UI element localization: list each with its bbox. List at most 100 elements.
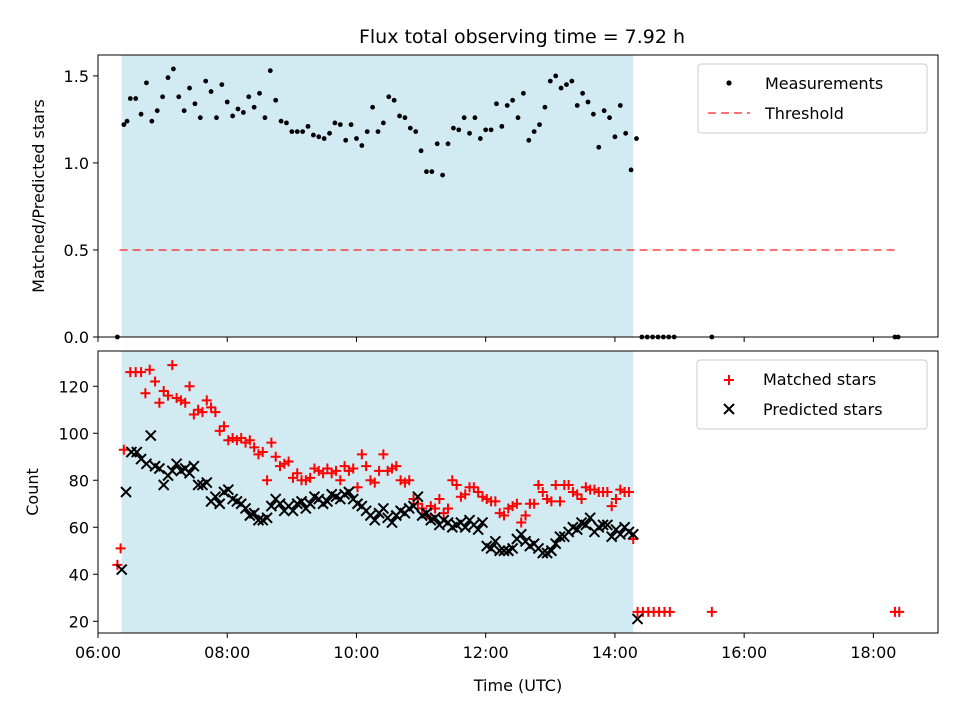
- predicted-star-point: [537, 547, 549, 559]
- predicted-star-point: [597, 519, 609, 531]
- matched-star-point: [378, 449, 389, 460]
- predicted-star-point: [222, 483, 235, 496]
- measurement-point: [375, 129, 381, 134]
- matched-star-point: [894, 606, 905, 617]
- measurement-point: [310, 132, 316, 138]
- matched-star-point: [434, 494, 445, 505]
- matched-star-point: [391, 461, 402, 472]
- predicted-star-point: [115, 563, 128, 576]
- measurement-point: [160, 94, 166, 100]
- predicted-star-point: [605, 530, 618, 543]
- measurement-point: [230, 113, 236, 119]
- predicted-star-point: [407, 500, 420, 512]
- top-panel: 0.0 0.5 1.0 1.5 Matched/Predicted stars Mea…: [29, 54, 939, 347]
- measurement-point: [617, 103, 623, 108]
- matched-star-point: [664, 606, 675, 617]
- legend-threshold-label: Threshold: [764, 104, 844, 123]
- matched-star-point: [266, 437, 277, 448]
- star-count-points: [112, 360, 905, 625]
- measurement-point: [176, 94, 182, 100]
- matched-star-point: [374, 465, 385, 476]
- bottom-y-tick-label: 60: [69, 518, 89, 537]
- measurement-point: [547, 78, 553, 84]
- measurement-point: [477, 136, 483, 141]
- measurement-point: [327, 130, 332, 136]
- matched-star-point: [257, 447, 268, 458]
- bottom-y-tick-label: 80: [69, 471, 89, 490]
- predicted-star-point: [506, 542, 519, 555]
- predicted-star-point: [498, 545, 510, 557]
- bottom-x-tick-label: 10:00: [333, 643, 379, 662]
- predicted-star-point: [183, 467, 196, 479]
- matched-star-point: [356, 449, 367, 460]
- chart-title: Flux total observing time = 7.92 h: [359, 26, 685, 48]
- measurement-point: [504, 103, 510, 108]
- measurement-point: [391, 97, 397, 103]
- measurement-point: [316, 134, 322, 140]
- predicted-star-point: [265, 500, 278, 512]
- bottom-y-ticks: 20 40 60 80 100 120: [58, 377, 98, 631]
- measurement-point: [499, 123, 505, 129]
- predicted-star-point: [343, 486, 355, 498]
- measurement-point: [284, 120, 289, 126]
- predicted-star-point: [485, 542, 497, 555]
- bottom-axes-frame: [97, 350, 939, 634]
- measurement-point: [558, 85, 564, 91]
- matched-star-point: [555, 496, 565, 507]
- matched-star-point: [201, 395, 212, 406]
- matched-star-point: [144, 364, 155, 375]
- measurement-point: [257, 90, 262, 96]
- top-x-ticks: [97, 337, 874, 342]
- predicted-star-point: [489, 535, 502, 548]
- matched-star-point: [115, 543, 126, 554]
- matched-star-point: [348, 463, 359, 474]
- measurement-point: [251, 104, 257, 110]
- measurement-point: [246, 94, 252, 100]
- measurement-point: [192, 101, 198, 107]
- bottom-x-tick-label: 14:00: [592, 643, 638, 662]
- measurement-point: [440, 172, 446, 178]
- matched-star-point: [163, 390, 173, 401]
- measurement-point: [526, 137, 532, 143]
- predicted-star-point: [631, 613, 644, 625]
- predicted-star-point: [131, 446, 143, 458]
- matched-star-point: [511, 498, 522, 509]
- measurement-point: [121, 122, 127, 128]
- measurement-point: [424, 169, 429, 175]
- top-y-axis-label: Matched/Predicted stars: [29, 99, 48, 293]
- measurement-point: [488, 127, 494, 133]
- top-y-tick-label: 0.5: [64, 241, 89, 260]
- measurement-point: [337, 122, 343, 128]
- measurement-point: [397, 113, 402, 119]
- measurement-point: [634, 136, 639, 141]
- predicted-star-point: [153, 462, 166, 475]
- predicted-star-point: [614, 528, 627, 541]
- predicted-star-point: [157, 479, 170, 491]
- matched-star-point: [154, 397, 165, 408]
- legend-predicted-marker: [723, 403, 735, 415]
- measurement-point: [601, 108, 607, 114]
- measurement-point: [359, 143, 365, 148]
- matched-star-point: [706, 606, 717, 617]
- matched-star-point: [262, 475, 273, 486]
- predicted-star-point: [472, 523, 484, 536]
- bottom-x-axis-label: Time (UTC): [473, 676, 562, 695]
- predicted-star-point: [493, 545, 506, 557]
- bottom-x-tick-label: 06:00: [75, 643, 121, 662]
- bottom-panel: 20 40 60 80 100 120 06:00 08:00 10:00 12:00 14:00…: [23, 350, 939, 695]
- matched-star-point: [210, 407, 221, 418]
- predicted-star-point: [412, 490, 424, 503]
- predicted-star-point: [192, 479, 204, 491]
- measurement-point: [574, 103, 580, 108]
- legend-matched-label: Matched stars: [763, 370, 876, 389]
- measurement-point: [553, 73, 559, 79]
- measurement-point: [181, 108, 187, 114]
- predicted-star-point: [209, 490, 222, 503]
- measurement-point: [467, 130, 472, 136]
- matched-star-point: [606, 501, 617, 512]
- measurement-point: [149, 118, 155, 124]
- measurement-point: [456, 127, 462, 133]
- measurement-point: [418, 148, 424, 154]
- matched-star-point: [150, 376, 161, 387]
